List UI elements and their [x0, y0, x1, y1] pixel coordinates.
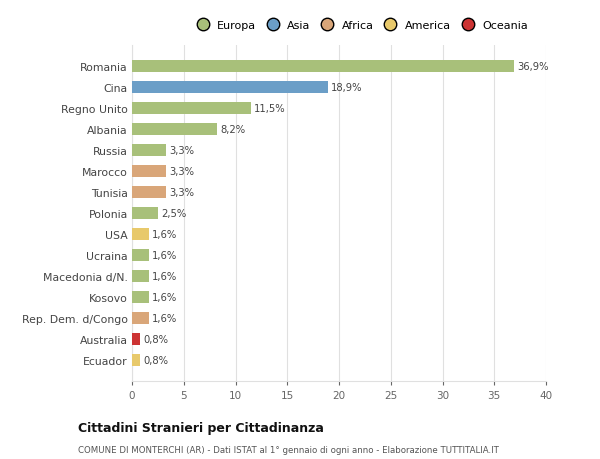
Text: 1,6%: 1,6% [152, 230, 177, 239]
Bar [132, 313, 149, 324]
Text: 1,6%: 1,6% [152, 250, 177, 260]
Text: 1,6%: 1,6% [152, 292, 177, 302]
Text: 11,5%: 11,5% [254, 104, 286, 114]
Bar [132, 207, 158, 219]
Text: COMUNE DI MONTERCHI (AR) - Dati ISTAT al 1° gennaio di ogni anno - Elaborazione : COMUNE DI MONTERCHI (AR) - Dati ISTAT al… [78, 445, 499, 454]
Bar [132, 124, 217, 135]
Text: 8,2%: 8,2% [220, 125, 245, 134]
Text: 3,3%: 3,3% [169, 146, 194, 156]
Text: 36,9%: 36,9% [517, 62, 548, 72]
Bar [132, 103, 251, 114]
Bar [132, 250, 149, 261]
Bar [132, 166, 166, 177]
Bar [132, 333, 140, 345]
Bar [132, 145, 166, 157]
Bar [132, 229, 149, 240]
Bar [132, 291, 149, 303]
Bar [132, 61, 514, 73]
Text: 1,6%: 1,6% [152, 271, 177, 281]
Bar [132, 354, 140, 366]
Text: 3,3%: 3,3% [169, 188, 194, 197]
Bar [132, 187, 166, 198]
Text: 0,8%: 0,8% [143, 334, 169, 344]
Bar [132, 82, 328, 94]
Text: 0,8%: 0,8% [143, 355, 169, 365]
Text: 18,9%: 18,9% [331, 83, 362, 93]
Bar [132, 270, 149, 282]
Text: 2,5%: 2,5% [161, 208, 186, 218]
Text: 3,3%: 3,3% [169, 167, 194, 177]
Text: Cittadini Stranieri per Cittadinanza: Cittadini Stranieri per Cittadinanza [78, 421, 324, 434]
Legend: Europa, Asia, Africa, America, Oceania: Europa, Asia, Africa, America, Oceania [191, 21, 528, 31]
Text: 1,6%: 1,6% [152, 313, 177, 323]
